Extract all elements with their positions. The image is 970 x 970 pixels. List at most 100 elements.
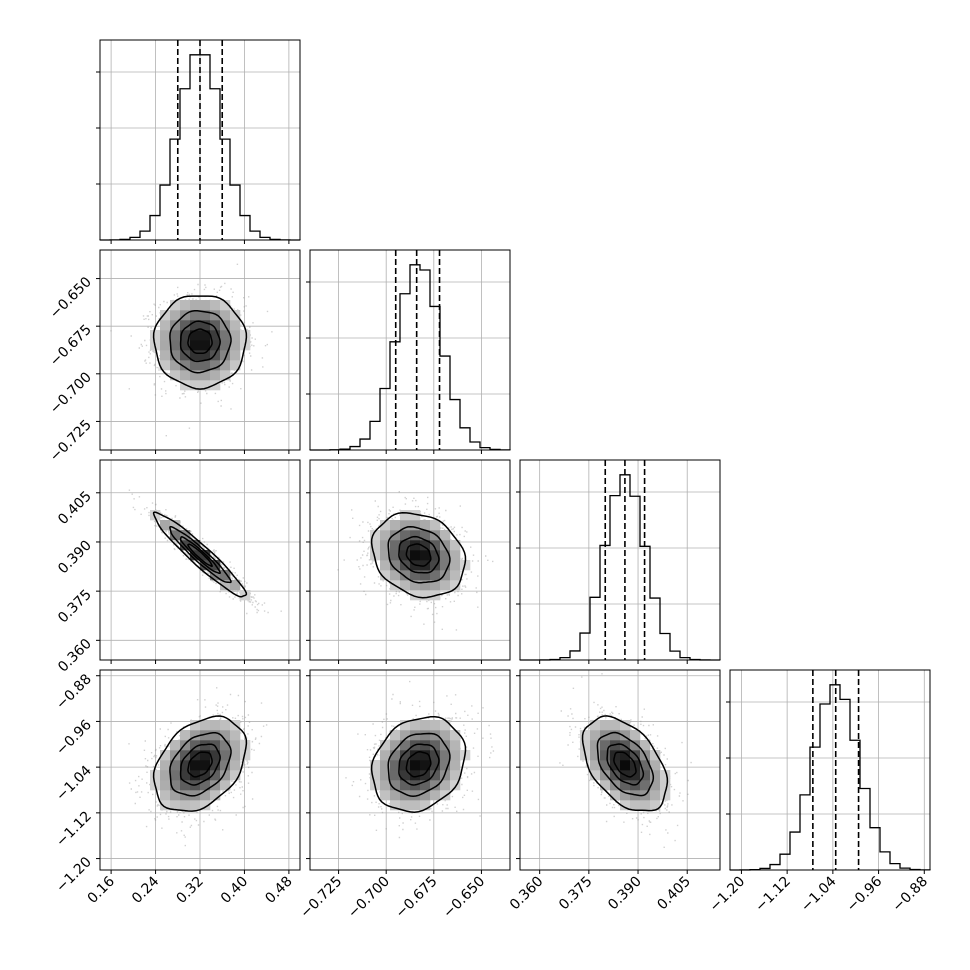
density-cell: [180, 340, 191, 351]
density-cell: [380, 750, 391, 761]
density-cell: [200, 310, 211, 321]
density-cell: [200, 380, 211, 391]
density-cell: [450, 730, 461, 741]
scatter-panel-3-1: [309, 669, 511, 871]
density-cell: [420, 770, 431, 781]
density-cell: [150, 510, 161, 521]
density-cell: [400, 720, 411, 731]
density-cell: [590, 740, 601, 751]
density-cell: [190, 380, 201, 391]
density-cell: [400, 510, 411, 521]
density-cell: [440, 750, 451, 761]
density-cell: [200, 350, 211, 361]
density-cell: [610, 720, 621, 731]
density-cell: [390, 520, 401, 531]
y-tick-label: −0.88: [53, 671, 95, 713]
density-cell: [400, 570, 411, 581]
density-cell: [420, 760, 431, 771]
density-cell: [420, 590, 431, 601]
contour-level-2: [606, 743, 645, 786]
density-cell: [660, 770, 671, 781]
density-cell: [380, 540, 391, 551]
density-cell: [580, 730, 591, 741]
density-cell: [440, 540, 451, 551]
density-cell: [390, 560, 401, 571]
density-cell: [160, 790, 171, 801]
density-cell: [650, 770, 661, 781]
density-cell: [190, 730, 201, 741]
density-cell: [390, 540, 401, 551]
contour-level-3: [405, 751, 432, 778]
density-cell: [410, 520, 421, 531]
y-tick-label: −0.650: [47, 274, 95, 322]
density-cell: [630, 800, 641, 811]
density-cell: [160, 750, 171, 761]
x-tick-label: 0.360: [507, 874, 547, 914]
density-cell: [200, 750, 211, 761]
density-cell: [430, 580, 441, 591]
density-cell: [410, 750, 421, 761]
density-cell: [440, 790, 451, 801]
density-cell: [400, 580, 411, 591]
density-cell: [390, 790, 401, 801]
density-cell: [220, 330, 231, 341]
density-cell: [200, 730, 211, 741]
density-cell: [200, 790, 211, 801]
density-cell: [620, 800, 631, 811]
density-cell: [410, 570, 421, 581]
density-cell: [610, 790, 621, 801]
density-cell: [430, 570, 441, 581]
density-cell: [390, 750, 401, 761]
density-cell: [230, 340, 241, 351]
density-cell: [420, 550, 431, 561]
density-cell: [150, 770, 161, 781]
density-cell: [220, 360, 231, 371]
density-cell: [440, 780, 451, 791]
density-cell: [590, 720, 601, 731]
density-cell: [380, 550, 391, 561]
density-cell: [620, 790, 631, 801]
density-cell: [230, 750, 241, 761]
density-cell: [160, 350, 171, 361]
x-tick-label: −1.12: [752, 874, 794, 916]
y-tick-label: −0.675: [47, 322, 95, 370]
density-cell: [210, 740, 221, 751]
density-cell: [400, 790, 411, 801]
density-cell: [430, 790, 441, 801]
density-cell: [400, 530, 411, 541]
density-cell: [190, 320, 201, 331]
contour-level-1: [169, 732, 232, 797]
density-cell: [160, 330, 171, 341]
density-cell: [190, 340, 201, 351]
contour-level-0: [152, 715, 248, 812]
density-cell: [650, 750, 661, 761]
density-cell: [660, 780, 671, 791]
density-cell: [410, 550, 421, 561]
density-cell: [170, 770, 181, 781]
density-cell: [190, 310, 201, 321]
scatter-panel-3-0: [99, 669, 301, 871]
density-cell: [190, 720, 201, 731]
y-tick-label: 0.360: [55, 636, 95, 676]
density-cell: [430, 540, 441, 551]
y-tick-label: −1.12: [53, 808, 95, 850]
density-cell: [640, 760, 651, 771]
density-cell: [230, 310, 241, 321]
density-cell: [400, 740, 411, 751]
x-tick-label: 0.375: [556, 874, 596, 914]
density-cell: [220, 760, 231, 771]
density-cell: [580, 740, 591, 751]
density-cell: [200, 770, 211, 781]
density-cell: [170, 530, 181, 541]
density-cell: [620, 760, 631, 771]
density-cell: [430, 560, 441, 571]
density-cell: [420, 530, 431, 541]
density-cell: [370, 530, 381, 541]
density-cell: [420, 750, 431, 761]
density-cell: [390, 740, 401, 751]
density-cell: [390, 550, 401, 561]
density-cell: [450, 570, 461, 581]
density-cell: [600, 740, 611, 751]
density-cell: [240, 740, 251, 751]
